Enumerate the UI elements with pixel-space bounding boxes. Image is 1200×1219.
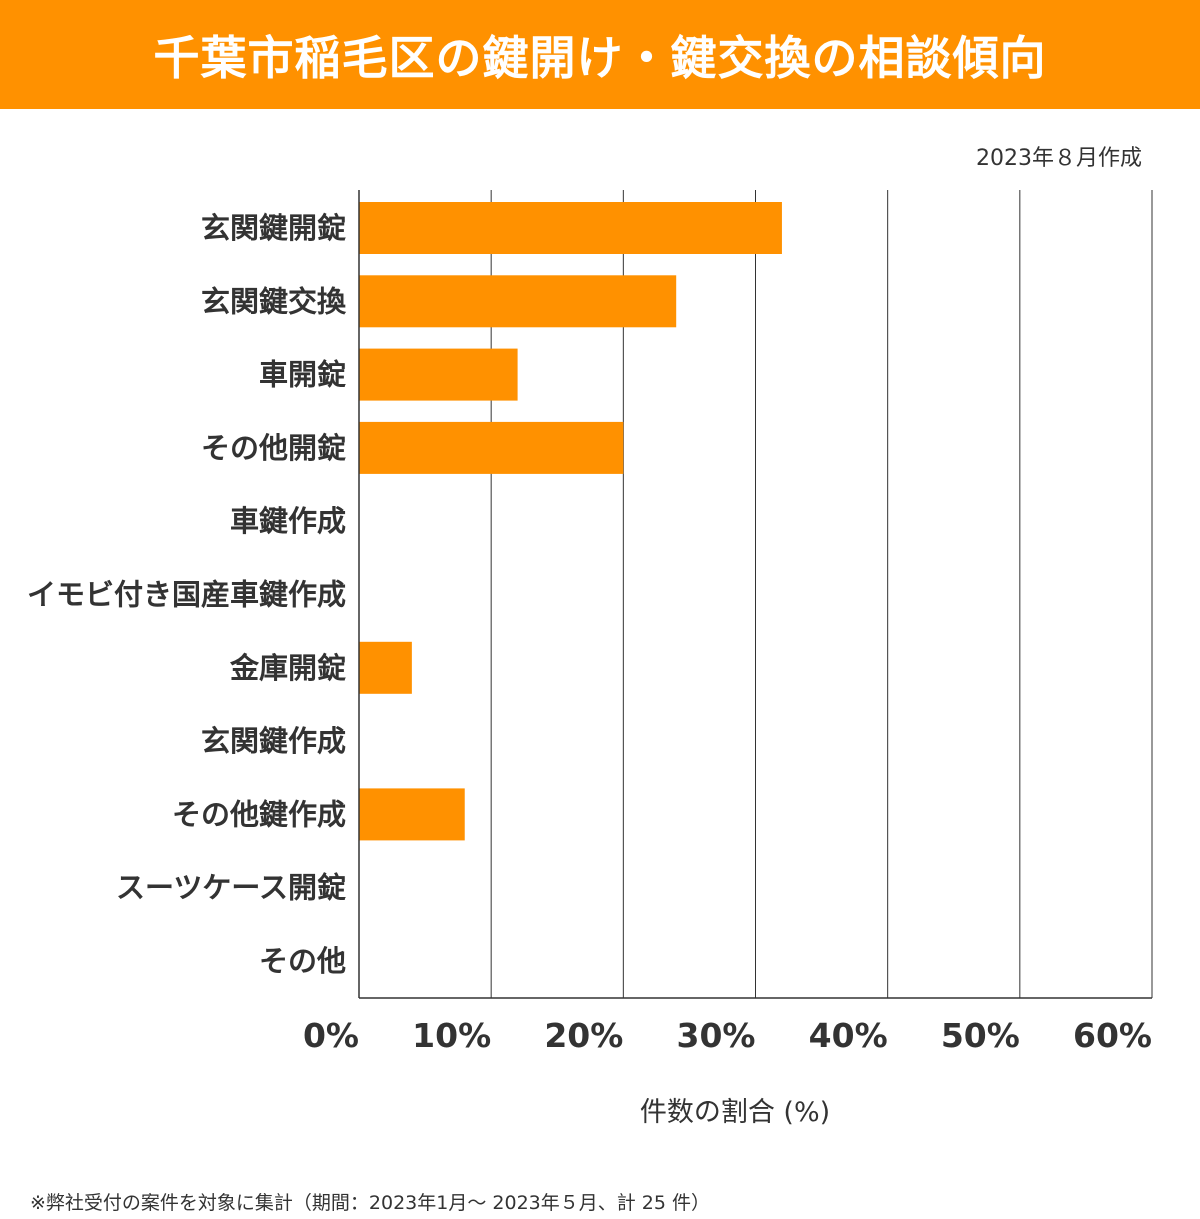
x-axis-label: 件数の割合 (%): [639, 1097, 831, 1128]
bar: [359, 275, 677, 328]
chart-title: 千葉市稲毛区の鍵開け・鍵交換の相談傾向: [153, 30, 1047, 85]
category-label: 玄関鍵交換: [201, 284, 347, 318]
footnote: ※弊社受付の案件を対象に集計（期間：2023年1月～ 2023年５月、計 25 …: [30, 1192, 711, 1214]
bar: [359, 788, 465, 841]
x-tick-label: 20%: [544, 1016, 623, 1055]
created-date: 2023年８月作成: [976, 146, 1142, 171]
x-tick-label: 40%: [809, 1016, 888, 1055]
x-tick-label: 30%: [677, 1016, 756, 1055]
category-label: イモビ付き国産車鍵作成: [27, 578, 346, 612]
bar: [359, 348, 518, 401]
bar: [359, 202, 782, 254]
x-tick-label: 10%: [412, 1016, 491, 1055]
x-tick-label: 0%: [303, 1016, 359, 1055]
x-tick-label: 60%: [1073, 1016, 1152, 1055]
bar: [359, 641, 412, 694]
x-tick-label: 50%: [941, 1016, 1020, 1055]
category-label: その他開錠: [201, 431, 346, 465]
category-label: スーツケース開錠: [116, 871, 346, 905]
category-label: 金庫開錠: [229, 651, 346, 685]
category-label: その他: [259, 944, 346, 978]
category-label: その他鍵作成: [172, 797, 346, 831]
title-banner: 千葉市稲毛区の鍵開け・鍵交換の相談傾向: [0, 0, 1200, 109]
category-label: 玄関鍵開錠: [201, 211, 346, 245]
category-label: 車開錠: [259, 358, 346, 392]
bar: [359, 421, 624, 474]
category-label: 玄関鍵作成: [201, 724, 346, 758]
category-label: 車鍵作成: [230, 504, 346, 538]
